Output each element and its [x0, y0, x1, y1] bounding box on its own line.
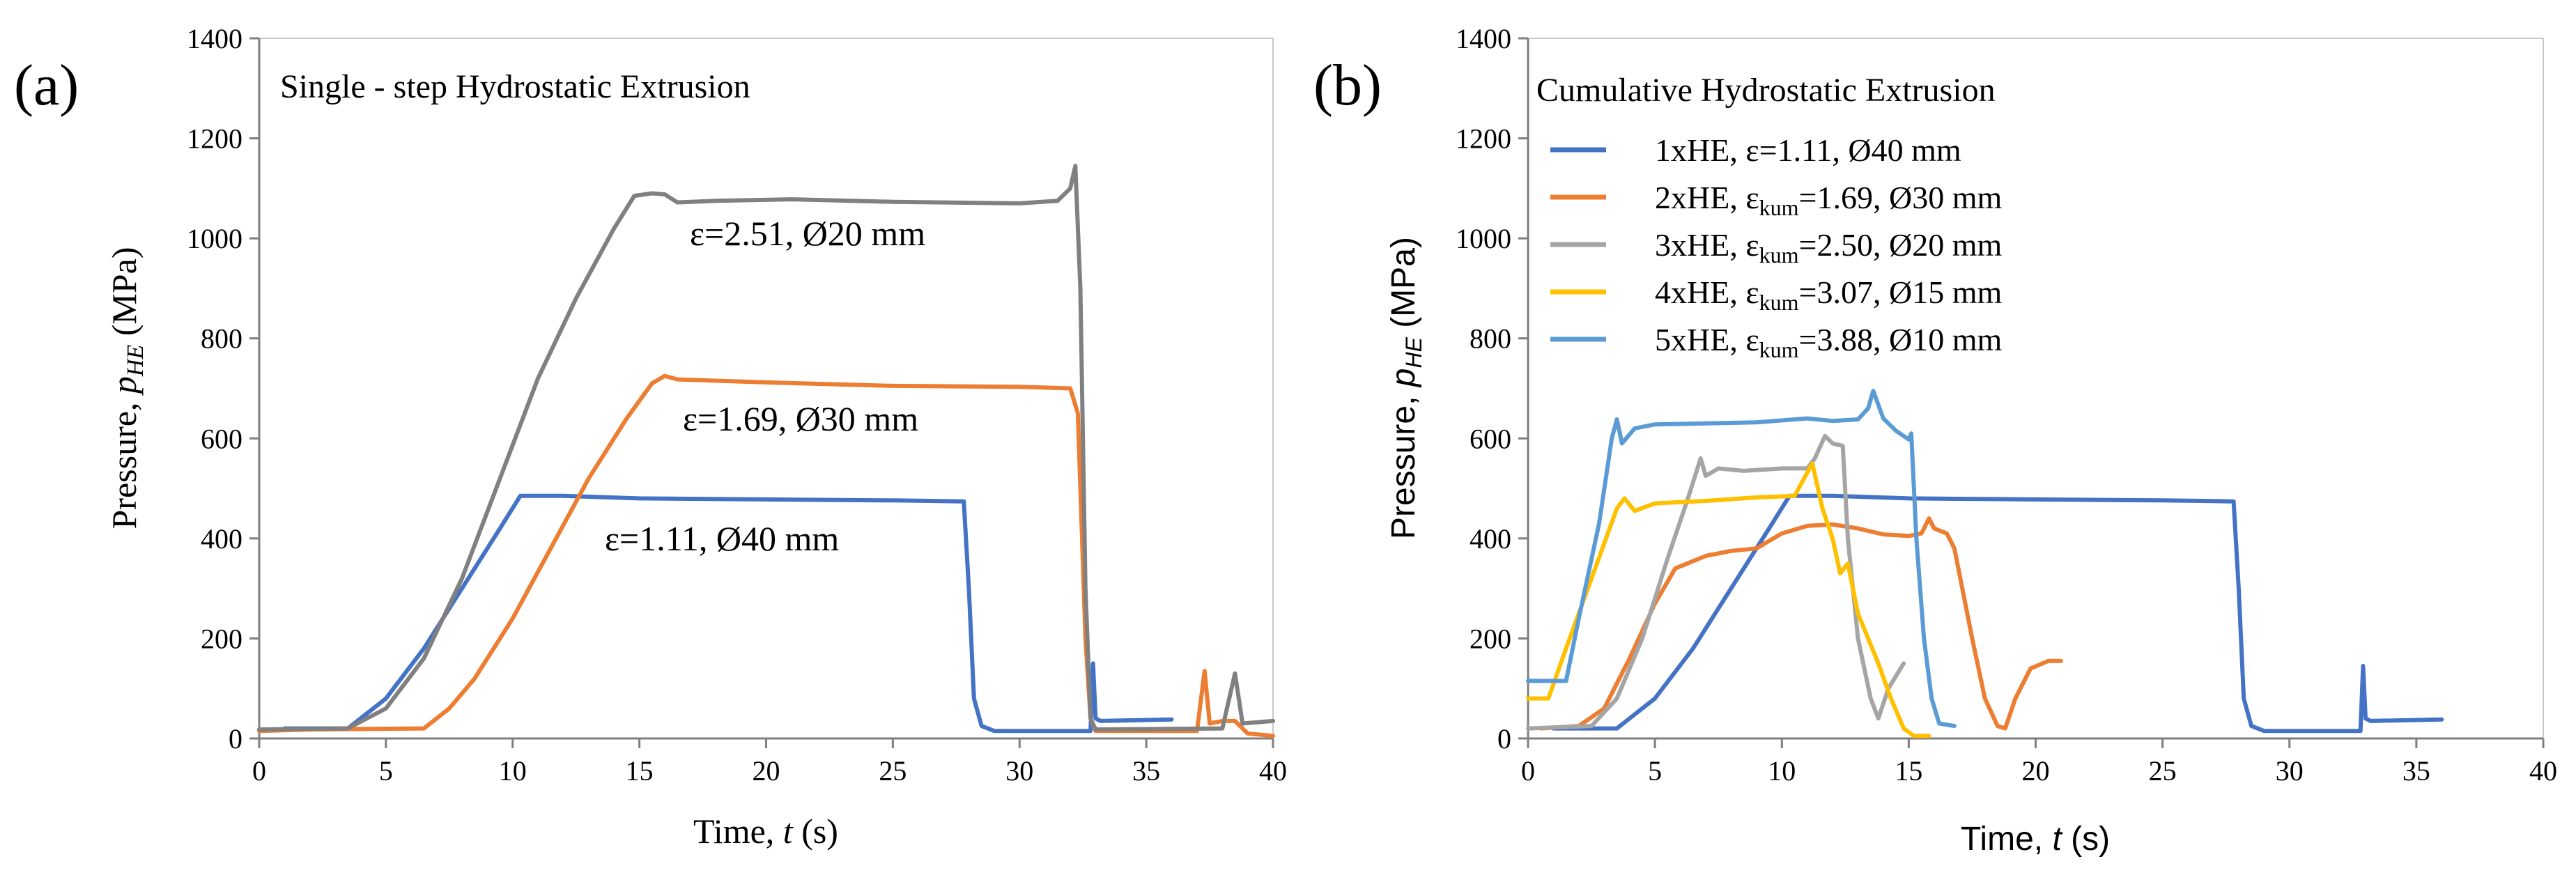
plot-b-xlabel: Time, t (s) [1961, 821, 2110, 858]
x-tick-label: 0 [252, 755, 266, 787]
x-tick-label: 10 [1768, 755, 1796, 787]
plot-a-title: Single - step Hydrostatic Extrusion [280, 68, 750, 105]
y-tick-label: 1000 [187, 223, 242, 254]
x-tick-label: 20 [2022, 755, 2050, 787]
series-line-b-4 [1526, 461, 1931, 738]
x-tick-label: 15 [1895, 755, 1922, 787]
plot-a-ylabel: Pressure, pHE (MPa) [105, 247, 148, 529]
panel-b: (b) Cumulative Hydrostatic Extrusion Tim… [1313, 23, 2557, 858]
y-tick-label: 600 [1470, 423, 1511, 454]
panel-b-label: (b) [1313, 53, 1382, 118]
plot-a-frame [259, 38, 1274, 739]
x-tick-label: 5 [1648, 755, 1662, 787]
plot-b-ylabel: Pressure, pHE (MPa) [1385, 237, 1426, 539]
x-tick-label: 35 [2403, 755, 2430, 787]
legend-entry: 3xHE, εkum=2.50, Ø20 mm [1655, 227, 2002, 268]
x-tick-label: 40 [1259, 755, 1287, 787]
x-tick-label: 30 [1005, 755, 1033, 787]
series-line-b-3 [1526, 433, 1906, 731]
x-tick-label: 35 [1132, 755, 1160, 787]
y-tick-label: 1400 [1456, 23, 1511, 54]
y-tick-label: 0 [229, 723, 242, 754]
legend-entry: 4xHE, εkum=3.07, Ø15 mm [1655, 274, 2002, 315]
y-tick-label: 200 [201, 623, 242, 654]
y-tick-label: 800 [201, 323, 242, 355]
y-tick-label: 800 [1470, 323, 1511, 355]
y-tick-label: 400 [201, 523, 242, 555]
series-line-b-2 [1538, 516, 2063, 731]
x-tick-label: 40 [2529, 755, 2557, 787]
y-tick-label: 600 [201, 423, 242, 454]
y-tick-label: 1200 [187, 123, 242, 155]
plot-a-xlabel: Time, t (s) [693, 812, 838, 851]
panel-a: (a) Single - step Hydrostatic Extrusion … [14, 23, 1287, 851]
legend-entry: 1xHE, ε=1.11, Ø40 mm [1655, 132, 1961, 168]
y-tick-label: 1400 [187, 23, 242, 54]
x-tick-label: 30 [2276, 755, 2304, 787]
y-tick-label: 0 [1497, 723, 1511, 754]
x-tick-label: 25 [879, 755, 907, 787]
y-tick-label: 1200 [1456, 123, 1511, 155]
series-line-a-3 [257, 164, 1275, 732]
legend-entry: 2xHE, εkum=1.69, Ø30 mm [1655, 180, 2002, 220]
y-tick-label: 1000 [1456, 223, 1511, 254]
x-tick-label: 25 [2149, 755, 2177, 787]
annotation-eps-1-69: ε=1.69, Ø30 mm [683, 399, 918, 438]
annotation-eps-1-11: ε=1.11, Ø40 mm [605, 519, 839, 558]
legend-entry: 5xHE, εkum=3.88, Ø10 mm [1655, 322, 2002, 362]
x-tick-label: 5 [379, 755, 393, 787]
series-line-a-2 [257, 373, 1275, 738]
x-tick-label: 20 [753, 755, 780, 787]
x-tick-label: 15 [626, 755, 654, 787]
y-tick-label: 400 [1470, 523, 1511, 555]
panel-a-label: (a) [14, 53, 79, 118]
series-line-b-1 [1551, 493, 2444, 734]
annotation-eps-2-51: ε=2.51, Ø20 mm [690, 214, 925, 253]
y-tick-label: 200 [1470, 623, 1511, 654]
series-line-b-5 [1526, 389, 1957, 729]
plot-b-title: Cumulative Hydrostatic Extrusion [1536, 72, 1996, 109]
x-tick-label: 10 [499, 755, 527, 787]
x-tick-label: 0 [1521, 755, 1535, 787]
